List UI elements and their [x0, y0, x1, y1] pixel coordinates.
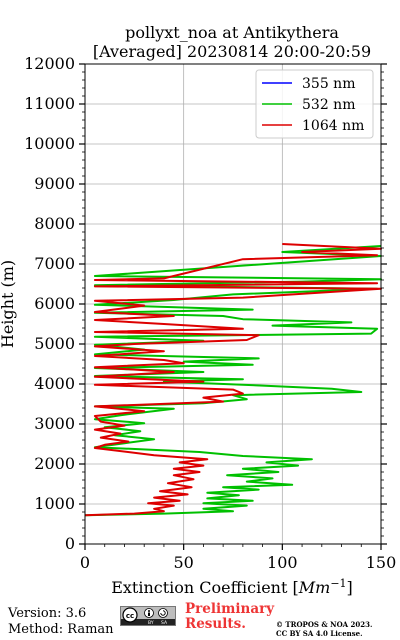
copyright-line-2: CC BY SA 4.0 License.: [276, 629, 363, 638]
legend-box: [255, 69, 374, 139]
legend-label-532: 532 nm: [302, 97, 355, 113]
preliminary-results-note: Preliminary Results.: [185, 602, 277, 632]
legend-label-355: 355 nm: [302, 76, 355, 92]
y-tick-label: 0: [65, 534, 75, 553]
cc-license-badge: cc BY SA: [120, 606, 176, 626]
y-tick-label: 6000: [34, 294, 75, 313]
svg-text:cc: cc: [126, 612, 134, 620]
y-tick-label: 11000: [24, 94, 75, 113]
version-text: Version: 3.6: [8, 606, 87, 621]
x-tick-label: 50: [173, 553, 193, 572]
series-line-1064-nm: [84, 243, 382, 517]
copyright-line-1: © TROPOS & NOA 2023.: [276, 620, 373, 629]
y-tick-label: 12000: [24, 54, 75, 73]
plot-frame: [84, 63, 382, 545]
y-tick-label: 8000: [34, 214, 75, 233]
method-text: Method: Raman: [8, 622, 114, 637]
cc-badge-icon: cc BY SA: [121, 607, 175, 626]
x-tick-label: 150: [366, 553, 397, 572]
svg-text:SA: SA: [161, 620, 168, 625]
preliminary-line-2: Results.: [185, 616, 246, 632]
y-axis-label: Height (m): [0, 260, 17, 348]
x-tick-label: 0: [80, 553, 90, 572]
series-line-532-nm: [84, 245, 382, 517]
x-tick-label: 100: [267, 553, 298, 572]
y-tick-label: 10000: [24, 134, 75, 153]
chart-title: pollyxt_noa at Antikythera: [125, 23, 339, 42]
legend-label-1064: 1064 nm: [302, 118, 364, 134]
y-tick-label: 2000: [34, 454, 75, 473]
legend: 355 nm 532 nm 1064 nm: [255, 69, 374, 139]
y-tick-label: 1000: [34, 494, 75, 513]
chart-subtitle: [Averaged] 20230814 20:00-20:59: [93, 42, 371, 61]
y-tick-label: 3000: [34, 414, 75, 433]
x-axis-label: Extinction Coefficient [Mm−1]: [111, 577, 353, 597]
y-tick-label: 7000: [34, 254, 75, 273]
y-tick-label: 5000: [34, 334, 75, 353]
svg-text:BY: BY: [148, 620, 154, 625]
data-series: [84, 243, 382, 517]
y-tick-label: 4000: [34, 374, 75, 393]
preliminary-line-1: Preliminary: [185, 601, 275, 617]
copyright-note: © TROPOS & NOA 2023. CC BY SA 4.0 Licens…: [276, 620, 400, 638]
y-tick-label: 9000: [34, 174, 75, 193]
